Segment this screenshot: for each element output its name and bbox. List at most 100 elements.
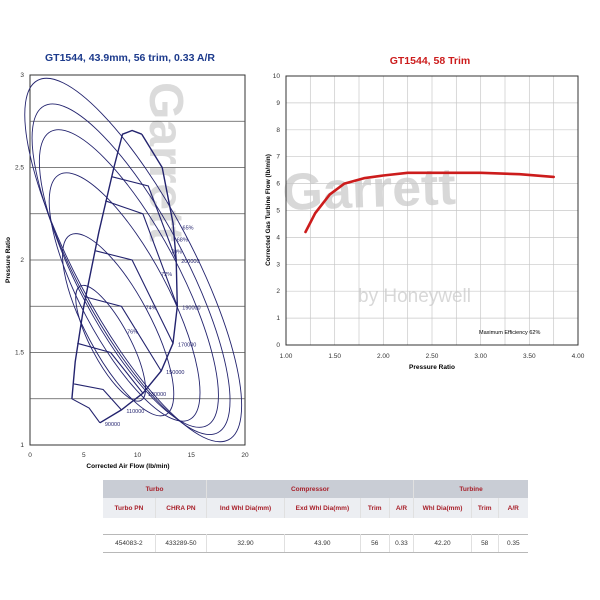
turbine-tick-labels: 1.00 1.50 2.00 2.50 3.00 3.50 4.00 0 1 2 3 4 5 6 7 8 9 10 <box>273 73 585 360</box>
x-tick-label: 3.50 <box>523 353 536 360</box>
speed-line <box>71 398 101 424</box>
y-tick-label: 8 <box>276 127 280 134</box>
efficiency-label: 70% <box>171 250 182 256</box>
speed-line-label: 90000 <box>105 422 120 428</box>
compressor-map-lines <box>24 77 243 443</box>
speed-line-label: 110000 <box>126 409 144 415</box>
header-cell: CHRA PN <box>155 498 208 518</box>
y-tick-label: 3 <box>20 72 24 79</box>
y-tick-label: 9 <box>276 100 280 107</box>
table-cell: 56 <box>360 534 390 553</box>
turbine-plot-area <box>285 75 579 346</box>
efficiency-island <box>48 172 201 422</box>
table-row: 454083-2 433289-50 32.90 43.90 56 0.33 4… <box>103 534 528 553</box>
efficiency-label: 72% <box>161 272 172 278</box>
y-tick-label: 10 <box>273 73 281 80</box>
speed-line-label: 150000 <box>166 370 184 376</box>
header-cell: Whl Dia(mm) <box>413 498 472 518</box>
table-cell: 58 <box>471 534 499 553</box>
table-cell: 42.20 <box>413 534 472 553</box>
speed-line-label: 130000 <box>148 392 166 398</box>
x-tick-label: 15 <box>188 452 196 459</box>
y-tick-label: 7 <box>276 154 280 161</box>
turbine-flow-chart: GT1544, 58 Trim Garrett by Honeywell 1.0… <box>265 55 585 371</box>
table-cell: 0.33 <box>389 534 415 553</box>
efficiency-island <box>31 103 231 435</box>
x-tick-label: 4.00 <box>572 353 585 360</box>
y-tick-label: 5 <box>276 208 280 215</box>
y-tick-label: 4 <box>276 234 280 241</box>
efficiency-label: 65% <box>183 225 194 231</box>
header-cell: Trim <box>471 498 499 518</box>
turbine-x-axis-label: Pressure Ratio <box>409 364 455 371</box>
x-tick-label: 1.00 <box>280 353 293 360</box>
table-cell: 32.90 <box>206 534 285 553</box>
speed-line-label: 170000 <box>178 342 196 348</box>
compressor-watermark: Garrett <box>139 82 192 242</box>
x-tick-label: 5 <box>82 452 86 459</box>
group-compressor: Compressor <box>206 480 415 498</box>
efficiency-island <box>75 284 146 402</box>
turbine-chart-title: GT1544, 58 Trim <box>390 55 471 67</box>
spec-table: Turbo Compressor Turbine Turbo PN CHRA P… <box>103 480 528 553</box>
efficiency-label: 76% <box>127 330 138 336</box>
table-group-row: Turbo Compressor Turbine <box>103 480 528 498</box>
y-tick-label: 2 <box>20 257 24 264</box>
spacer-cell <box>103 518 528 535</box>
y-tick-label: 0 <box>276 342 280 349</box>
y-tick-label: 1 <box>20 442 24 449</box>
turbine-watermark-sub: by Honeywell <box>358 286 471 307</box>
header-cell: Ind Whl Dia(mm) <box>206 498 285 518</box>
x-tick-label: 2.50 <box>426 353 439 360</box>
y-tick-label: 2.5 <box>15 165 24 172</box>
turbine-series <box>304 171 556 234</box>
header-cell: A/R <box>389 498 415 518</box>
turbine-watermark-brand: Garrett <box>281 158 456 222</box>
y-tick-label: 3 <box>276 261 280 268</box>
y-tick-label: 2 <box>276 288 280 295</box>
speed-line <box>105 200 178 307</box>
speed-line-label: 200000 <box>181 259 199 265</box>
turbine-grid <box>286 76 578 345</box>
speed-line <box>85 296 162 372</box>
table-spacer-row <box>103 518 528 535</box>
speed-line <box>95 250 174 344</box>
efficiency-label: 74% <box>146 305 157 311</box>
efficiency-island <box>24 77 243 443</box>
compressor-grid <box>30 120 245 400</box>
efficiency-island <box>62 233 175 417</box>
surge-line <box>71 129 143 399</box>
turbine-flow-line <box>304 171 556 234</box>
group-turbo: Turbo <box>103 480 208 498</box>
x-tick-label: 20 <box>241 452 249 459</box>
y-tick-label: 1.5 <box>15 350 24 357</box>
speed-line <box>73 383 122 411</box>
compressor-tick-labels: 0 5 10 15 20 1 1.5 2 2.5 3 <box>15 72 249 459</box>
y-tick-label: 6 <box>276 181 280 188</box>
efficiency-label: 68% <box>177 238 188 244</box>
table-header-row: Turbo PN CHRA PN Ind Whl Dia(mm) Exd Whl… <box>103 498 528 518</box>
compressor-chart-title: GT1544, 43.9mm, 56 trim, 0.33 A/R <box>45 52 215 64</box>
table-cell: 454083-2 <box>103 534 156 553</box>
speed-line <box>77 342 144 394</box>
x-tick-label: 0 <box>28 452 32 459</box>
compressor-map-chart: GT1544, 43.9mm, 56 trim, 0.33 A/R Garret… <box>5 52 249 470</box>
turbine-watermark: Garrett by Honeywell <box>281 158 471 307</box>
compressor-watermark-text: Garrett <box>139 82 192 242</box>
speed-line-label: 190000 <box>182 305 200 311</box>
y-tick-label: 1 <box>276 315 280 322</box>
table-cell: 433289-50 <box>155 534 208 553</box>
compressor-x-axis-label: Corrected Air Flow (lb/min) <box>86 463 169 470</box>
x-tick-label: 3.00 <box>474 353 487 360</box>
group-turbine: Turbine <box>413 480 528 498</box>
table-cell: 0.35 <box>498 534 528 553</box>
header-cell: Trim <box>360 498 390 518</box>
x-tick-label: 10 <box>134 452 142 459</box>
header-cell: A/R <box>498 498 528 518</box>
compressor-map-labels: 90000 110000 130000 150000 170000 190000 20000… <box>105 225 201 427</box>
x-tick-label: 1.50 <box>328 353 341 360</box>
turbine-annotation: Maximum Efficiency 62% <box>479 330 540 336</box>
compressor-y-axis-label: Pressure Ratio <box>5 237 12 283</box>
speed-line <box>111 176 177 261</box>
table-cell: 43.90 <box>284 534 361 553</box>
